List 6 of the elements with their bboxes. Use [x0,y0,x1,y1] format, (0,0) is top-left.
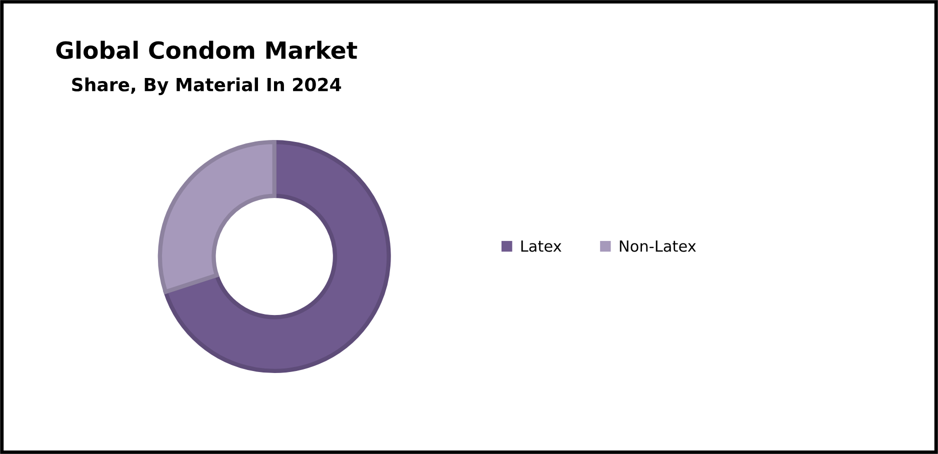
legend-label: Non-Latex [620,240,696,252]
donut-slice [163,140,391,373]
legend-label: Latex [521,240,562,252]
chart-subtitle: Share, By Material In 2024 [72,77,342,96]
donut-slice [158,140,276,294]
chart-title: Global Condom Market [56,40,358,60]
